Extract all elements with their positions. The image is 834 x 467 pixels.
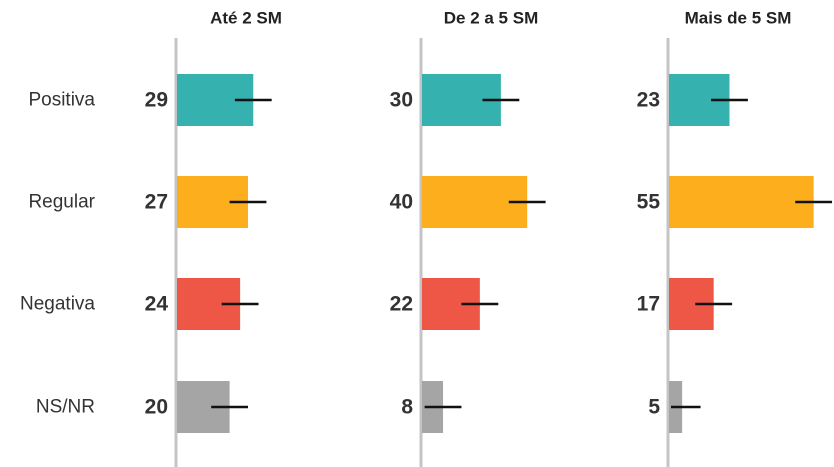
- category-label: Negativa: [20, 294, 95, 315]
- value-label: 55: [637, 191, 661, 214]
- value-label: 29: [145, 89, 168, 112]
- value-label: 17: [637, 293, 660, 316]
- category-label: Positiva: [28, 90, 95, 111]
- value-label: 40: [390, 191, 413, 214]
- value-label: 27: [145, 191, 168, 214]
- bar: [669, 176, 814, 228]
- value-label: 8: [401, 396, 413, 419]
- value-label: 5: [648, 396, 660, 419]
- panel-title: Até 2 SM: [210, 9, 282, 28]
- value-label: 24: [145, 293, 169, 316]
- panel-title: De 2 a 5 SM: [444, 9, 539, 28]
- panel-title: Mais de 5 SM: [685, 9, 792, 28]
- value-label: 23: [637, 89, 660, 112]
- value-label: 30: [390, 89, 413, 112]
- category-label: Regular: [28, 192, 95, 213]
- value-label: 22: [390, 293, 413, 316]
- value-label: 20: [145, 396, 168, 419]
- category-label: NS/NR: [36, 397, 95, 418]
